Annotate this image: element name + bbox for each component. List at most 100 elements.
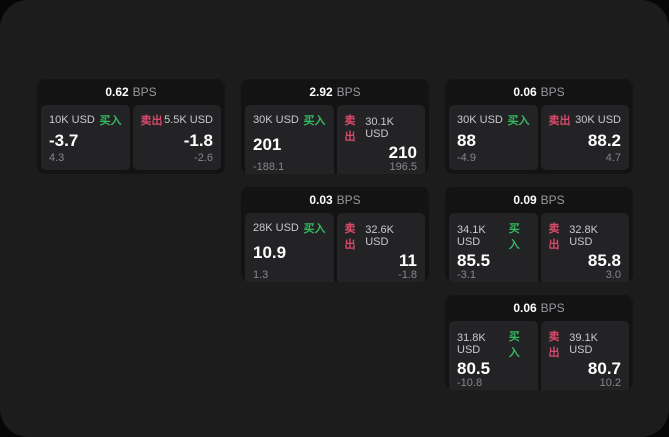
buy-panel-top: 34.1K USD 买入 <box>457 220 530 252</box>
sell-change: -2.6 <box>194 152 213 164</box>
sell-panel-top: 32.8K USD 卖出 <box>549 220 622 252</box>
sell-value: -1.8 <box>183 130 213 150</box>
sell-value: 85.8 <box>587 251 621 270</box>
sell-panel-top: 5.5K USD 卖出 <box>141 112 214 128</box>
buy-action-label: 买入 <box>507 115 530 127</box>
sell-value: 88.2 <box>587 130 621 150</box>
sell-value: 210 <box>388 143 417 162</box>
buy-value: 85.5 <box>457 251 491 270</box>
buy-panel-top: 30K USD 买入 <box>457 112 530 128</box>
sell-panel[interactable]: 39.1K USD 卖出 80.7 10.2 <box>540 321 629 390</box>
buy-panel[interactable]: 34.1K USD 买入 85.5 -3.1 <box>449 213 538 282</box>
buy-panel-top: 10K USD 买入 <box>49 112 122 128</box>
sell-panel[interactable]: 32.6K USD 卖出 11 -1.8 <box>336 213 425 282</box>
sell-action-label: 卖出 <box>344 115 356 143</box>
buy-panel-top: 28K USD 买入 <box>253 220 326 236</box>
buy-value: 201 <box>253 135 282 154</box>
buy-panel[interactable]: 28K USD 买入 10.9 1.3 <box>245 213 334 282</box>
quote-card: 0.09 BPS 34.1K USD 买入 85.5 -3.1 32.8K US… <box>445 187 633 282</box>
buy-panel[interactable]: 30K USD 买入 88 -4.9 <box>449 105 538 170</box>
buy-value: 80.5 <box>457 359 491 378</box>
sell-action-label: 卖出 <box>344 223 356 251</box>
buy-action-label: 买入 <box>303 115 326 127</box>
buy-panel[interactable]: 10K USD 买入 -3.7 4.3 <box>41 105 130 170</box>
sell-panel[interactable]: 30.1K USD 卖出 210 196.5 <box>336 105 425 174</box>
bps-header: 2.92 BPS <box>241 79 429 105</box>
sell-action-label: 卖出 <box>140 115 163 127</box>
buy-value: 10.9 <box>253 243 287 262</box>
sell-panel-top: 32.6K USD 卖出 <box>345 220 418 252</box>
buy-amount: 31.8K USD <box>457 332 486 356</box>
sell-action-label: 卖出 <box>548 115 571 127</box>
sell-action-label: 卖出 <box>548 331 560 359</box>
sell-amount: 39.1K USD <box>569 332 598 356</box>
buy-value: -3.7 <box>49 130 79 150</box>
bps-value: 0.09 <box>513 193 537 207</box>
buy-panel-top: 31.8K USD 买入 <box>457 328 530 360</box>
sell-amount: 30K USD <box>575 114 621 126</box>
bps-header: 0.06 BPS <box>445 79 633 105</box>
bps-value: 0.06 <box>513 301 537 315</box>
buy-panel[interactable]: 31.8K USD 买入 80.5 -10.8 <box>449 321 538 390</box>
sell-amount: 30.1K USD <box>365 116 394 140</box>
quote-card: 0.06 BPS 30K USD 买入 88 -4.9 30K USD 卖出 <box>445 79 633 174</box>
buy-change: -10.8 <box>457 377 483 389</box>
sell-change: 196.5 <box>389 161 417 173</box>
buy-action-label: 买入 <box>99 115 122 127</box>
quote-card: 0.62 BPS 10K USD 买入 -3.7 4.3 5.5K USD 卖出 <box>37 79 225 174</box>
quote-card-body: 10K USD 买入 -3.7 4.3 5.5K USD 卖出 -1.8 -2.… <box>37 105 225 174</box>
buy-action-label: 买入 <box>508 331 520 359</box>
sell-value: 11 <box>399 251 417 270</box>
sell-amount: 32.6K USD <box>365 224 394 248</box>
bps-value: 0.06 <box>513 85 537 99</box>
quote-card: 2.92 BPS 30K USD 买入 201 -188.1 30.1K USD… <box>241 79 429 174</box>
quote-card-body: 30K USD 买入 201 -188.1 30.1K USD 卖出 210 1… <box>241 105 429 174</box>
sell-change: 10.2 <box>599 377 621 389</box>
bps-header: 0.06 BPS <box>445 295 633 321</box>
bps-unit-label: BPS <box>132 85 157 99</box>
sell-change: -1.8 <box>398 269 417 281</box>
sell-amount: 32.8K USD <box>569 224 598 248</box>
buy-action-label: 买入 <box>508 223 520 251</box>
bps-header: 0.09 BPS <box>445 187 633 213</box>
sell-action-label: 卖出 <box>548 223 560 251</box>
sell-panel[interactable]: 32.8K USD 卖出 85.8 3.0 <box>540 213 629 282</box>
buy-change: -188.1 <box>253 161 285 173</box>
bps-value: 0.03 <box>309 193 333 207</box>
sell-change: 4.7 <box>605 152 621 164</box>
quote-card: 0.06 BPS 31.8K USD 买入 80.5 -10.8 39.1K U… <box>445 295 633 390</box>
bps-unit-label: BPS <box>336 85 361 99</box>
buy-amount: 30K USD <box>253 114 299 126</box>
buy-amount: 28K USD <box>253 222 299 234</box>
bps-unit-label: BPS <box>540 85 565 99</box>
buy-value: 88 <box>457 130 476 150</box>
quote-card: 0.03 BPS 28K USD 买入 10.9 1.3 32.6K USD 卖… <box>241 187 429 282</box>
buy-change: 1.3 <box>253 269 269 281</box>
quote-card-body: 31.8K USD 买入 80.5 -10.8 39.1K USD 卖出 80.… <box>445 321 633 390</box>
buy-amount: 34.1K USD <box>457 224 486 248</box>
bps-unit-label: BPS <box>540 301 565 315</box>
buy-amount: 30K USD <box>457 114 503 126</box>
bps-value: 0.62 <box>105 85 129 99</box>
bps-header: 0.03 BPS <box>241 187 429 213</box>
sell-change: 3.0 <box>605 269 621 281</box>
sell-value: 80.7 <box>587 359 621 378</box>
bps-unit-label: BPS <box>336 193 361 207</box>
sell-panel-top: 39.1K USD 卖出 <box>549 328 622 360</box>
quote-card-body: 30K USD 买入 88 -4.9 30K USD 卖出 88.2 4.7 <box>445 105 633 174</box>
quote-card-grid: 0.62 BPS 10K USD 买入 -3.7 4.3 5.5K USD 卖出 <box>37 79 633 390</box>
sell-panel[interactable]: 30K USD 卖出 88.2 4.7 <box>540 105 629 170</box>
quote-card-body: 34.1K USD 买入 85.5 -3.1 32.8K USD 卖出 85.8… <box>445 213 633 282</box>
buy-change: -4.9 <box>457 152 476 164</box>
bps-value: 2.92 <box>309 85 333 99</box>
bps-header: 0.62 BPS <box>37 79 225 105</box>
sell-amount: 5.5K USD <box>164 114 213 126</box>
buy-change: -3.1 <box>457 269 476 281</box>
quote-card-body: 28K USD 买入 10.9 1.3 32.6K USD 卖出 11 -1.8 <box>241 213 429 282</box>
buy-panel[interactable]: 30K USD 买入 201 -188.1 <box>245 105 334 174</box>
sell-panel-top: 30.1K USD 卖出 <box>345 112 418 144</box>
buy-panel-top: 30K USD 买入 <box>253 112 326 128</box>
sell-panel[interactable]: 5.5K USD 卖出 -1.8 -2.6 <box>132 105 221 170</box>
buy-action-label: 买入 <box>303 223 326 235</box>
